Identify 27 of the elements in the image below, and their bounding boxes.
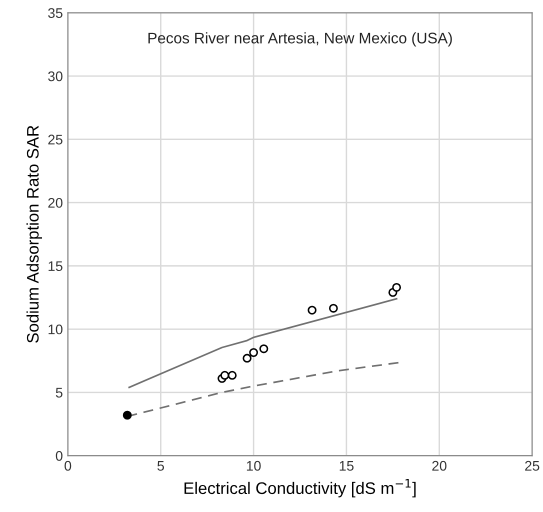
y-tick-label: 15 xyxy=(48,261,62,272)
x-tick-label: 5 xyxy=(157,461,164,471)
x-tick-label: 10 xyxy=(246,460,261,471)
x-axis-title: Electrical Conductivity [dS m$^{−1}$] xyxy=(184,479,416,498)
x-tick-label: 0 xyxy=(64,460,72,471)
y-tick-label: 20 xyxy=(48,198,62,208)
point xyxy=(392,282,402,292)
x-tick-label: 25 xyxy=(525,460,540,471)
point xyxy=(308,306,317,315)
line-series xyxy=(128,298,398,388)
point xyxy=(259,344,268,354)
text: Pecos River near Artesia, New Mexico (USA) xyxy=(148,32,452,46)
y-tick-label: 35 xyxy=(48,8,62,18)
y-tick-label: 0 xyxy=(56,451,62,461)
y-tick-label: 25 xyxy=(48,134,62,145)
x-tick-label: 15 xyxy=(340,461,354,471)
x-tick-label: 20 xyxy=(432,460,446,471)
y-tick-label: 5 xyxy=(56,388,62,398)
y-axis-title: Sodium Adsorption Rato SAR xyxy=(26,126,42,343)
point xyxy=(249,348,258,357)
point xyxy=(220,370,230,380)
point xyxy=(328,304,338,313)
y-tick-label: 30 xyxy=(48,71,62,82)
point xyxy=(228,370,237,380)
point xyxy=(242,354,252,363)
y-tick-label: 10 xyxy=(48,324,62,334)
point xyxy=(122,410,132,420)
